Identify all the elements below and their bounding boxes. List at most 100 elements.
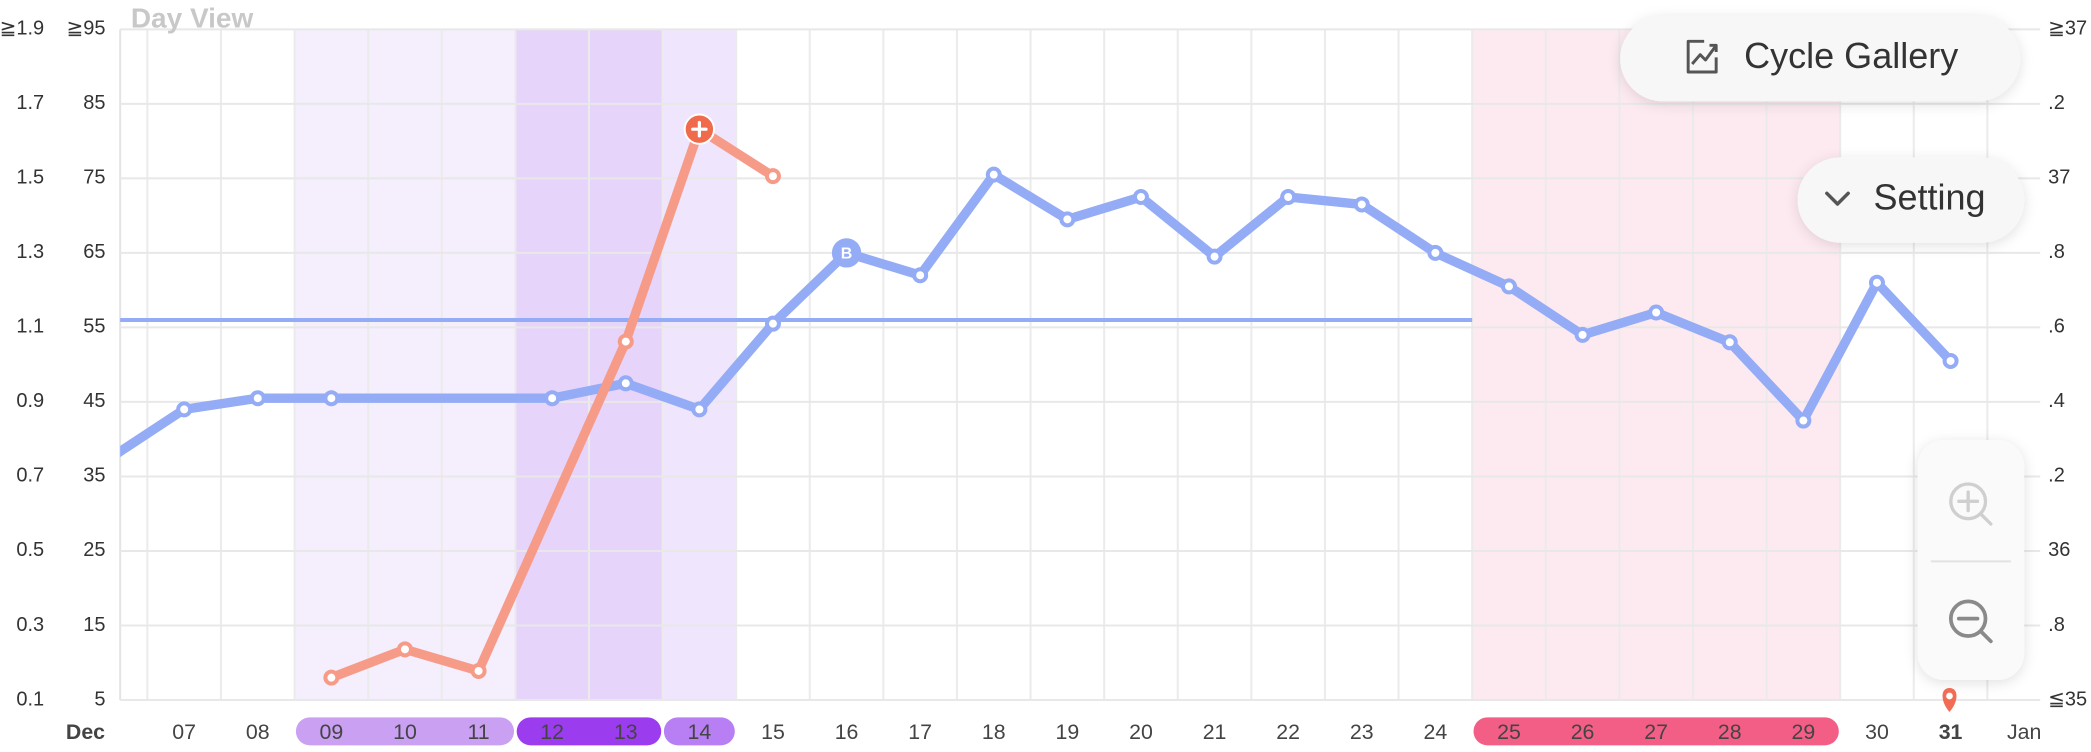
y3-tick-label: 0.1 xyxy=(16,688,44,710)
button-label: Setting xyxy=(1874,177,1986,218)
x-tick-label: 12 xyxy=(540,720,564,744)
y2-tick-label: ≧37 xyxy=(2048,18,2087,40)
zoom-out-button[interactable] xyxy=(1948,599,1993,644)
x-tick-label: 25 xyxy=(1497,720,1521,744)
bbt-marker xyxy=(831,238,862,268)
point xyxy=(912,267,929,284)
point xyxy=(323,390,340,407)
point xyxy=(1500,278,1517,295)
point xyxy=(544,390,561,407)
point xyxy=(249,390,266,407)
point xyxy=(764,315,781,332)
x-tick-label: 13 xyxy=(614,720,638,744)
point xyxy=(1206,248,1223,265)
date-pill xyxy=(516,717,662,746)
y-tick-label: 35 xyxy=(83,465,105,487)
zoom-panel xyxy=(1917,440,2025,680)
x-tick-label: 15 xyxy=(761,720,785,744)
y2-tick-label: .2 xyxy=(2048,92,2065,114)
point xyxy=(1353,196,1370,213)
y2-tick-label: ≦35 xyxy=(2048,688,2087,710)
point xyxy=(1427,244,1444,261)
button-label: Cycle Gallery xyxy=(1744,35,1958,76)
date-pill xyxy=(663,717,735,746)
today-pin xyxy=(1942,688,1957,712)
series xyxy=(323,113,781,686)
y3-tick-label: 1.5 xyxy=(16,167,44,189)
x-tick-label: 28 xyxy=(1718,720,1742,744)
bands xyxy=(294,29,1841,701)
point xyxy=(470,662,487,679)
point xyxy=(1132,189,1149,205)
y2-tick-label: .8 xyxy=(2048,614,2065,636)
y3-tick-label: 0.3 xyxy=(16,614,44,636)
gallery-icon xyxy=(1686,39,1718,74)
y2-tick-label: 36 xyxy=(2048,539,2070,561)
y3-tick-label: 1.3 xyxy=(16,241,44,263)
y-tick-label: 65 xyxy=(83,241,105,263)
x-tick-label: 20 xyxy=(1129,720,1153,744)
x-tick-label: 17 xyxy=(908,720,932,744)
phase-band xyxy=(294,29,516,701)
view-label: Day View xyxy=(131,2,254,33)
point xyxy=(764,168,781,185)
y-tick-label: 45 xyxy=(83,390,105,412)
y-tick-label: 75 xyxy=(83,167,105,189)
y3-tick-label: 0.7 xyxy=(16,465,44,487)
x-tick-label: Dec xyxy=(66,720,105,744)
x-tick-label: 19 xyxy=(1055,720,1079,744)
point xyxy=(617,333,634,350)
series-line xyxy=(120,169,1956,458)
phase-band xyxy=(1472,29,1841,701)
y-tick-label: 15 xyxy=(83,614,105,636)
peak-icon xyxy=(691,120,708,138)
x-tick-label: 09 xyxy=(319,720,343,744)
y2-tick-label: .2 xyxy=(2048,465,2065,487)
zoom-in-button[interactable] xyxy=(1949,482,1993,526)
x-tick-label: 21 xyxy=(1203,720,1227,744)
x-tick-label: 22 xyxy=(1276,720,1300,744)
y3-tick-label: 1.7 xyxy=(16,92,44,114)
point xyxy=(985,166,1002,183)
y2-tick-label: .6 xyxy=(2048,316,2065,338)
point xyxy=(1574,326,1591,343)
x-tick-label: 11 xyxy=(467,720,489,744)
point xyxy=(105,452,117,464)
x-tick-label: 31 xyxy=(1939,720,1963,744)
x-tick-label: 18 xyxy=(982,720,1006,744)
point xyxy=(1059,211,1076,228)
date-pill xyxy=(295,717,515,746)
x-tick-label: 08 xyxy=(246,720,270,744)
point xyxy=(1868,274,1885,291)
x-tick-label: 14 xyxy=(687,720,711,744)
y2-tick-label: .4 xyxy=(2048,390,2065,412)
y-tick-label: 85 xyxy=(83,92,105,114)
cycle-gallery-button[interactable]: Cycle Gallery xyxy=(1620,16,2021,102)
x-tick-label: 26 xyxy=(1571,720,1595,744)
point xyxy=(1648,304,1665,321)
y-tick-label: 5 xyxy=(94,688,105,710)
point xyxy=(1280,189,1297,205)
x-tick-label: 23 xyxy=(1350,720,1374,744)
setting-button[interactable]: Setting xyxy=(1797,157,2025,243)
x-tick-label: 29 xyxy=(1791,720,1815,744)
y-tick-label: ≧95 xyxy=(66,18,105,40)
point xyxy=(323,669,340,686)
point xyxy=(1721,334,1738,351)
y3-tick-label: 0.5 xyxy=(16,539,44,561)
marker-label: B xyxy=(841,245,853,262)
point xyxy=(691,401,708,418)
chart: 5 15 25 35 45 55 65 75 85 ≧95 0.1 0.3 0.5 0.7 0.9 1.1 1.… xyxy=(0,18,2087,746)
y-tick-label: 25 xyxy=(83,539,105,561)
chevron-icon xyxy=(1825,191,1850,206)
point xyxy=(617,375,634,392)
point xyxy=(176,401,193,418)
y3-tick-label: 1.1 xyxy=(16,316,44,338)
x-tick-label: 24 xyxy=(1423,720,1447,744)
date-pill xyxy=(1473,717,1839,746)
x-tick-label: 07 xyxy=(172,720,196,744)
x-tick-label: 27 xyxy=(1644,720,1668,744)
y-tick-label: 55 xyxy=(83,316,105,338)
